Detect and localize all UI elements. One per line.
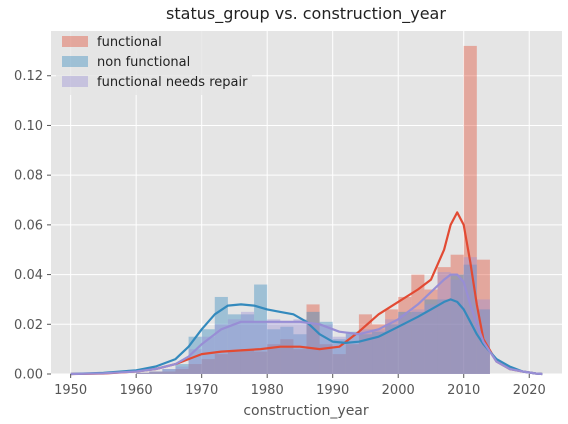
histogram-bar (136, 372, 150, 374)
x-tick-label: 2000 (382, 383, 415, 398)
histogram-bar (227, 314, 241, 374)
histogram-bar (136, 372, 150, 374)
histogram-bar (280, 326, 294, 374)
x-ticks: 1950 1960 1970 1980 1990 2000 2010 2020 (54, 374, 546, 398)
legend-label: functional needs repair (97, 75, 248, 90)
histogram-bar (240, 311, 255, 374)
histogram-bar (398, 311, 412, 374)
histogram-bar (227, 351, 241, 374)
histogram-bar (450, 254, 464, 374)
histogram-bar (254, 321, 268, 374)
y-tick-label: 0.00 (14, 368, 43, 383)
histogram-bar (149, 371, 163, 374)
y-ticks: 0.00 0.02 0.04 0.06 0.08 0.10 0.12 (14, 69, 51, 383)
histogram-bar (136, 372, 150, 374)
x-tick-label: 2010 (447, 383, 480, 398)
histogram-bar (188, 364, 202, 374)
y-tick-label: 0.02 (14, 318, 43, 333)
histogram-bar (188, 349, 202, 374)
legend-label: non functional (97, 55, 190, 70)
histogram-bar (214, 354, 228, 374)
histogram-bar (437, 299, 451, 374)
chart-title: status_group vs. construction_year (166, 4, 446, 24)
histogram-bar (149, 371, 163, 374)
histogram-bar (240, 314, 255, 374)
histogram-bar (358, 329, 373, 374)
histogram-bar (240, 349, 255, 374)
y-tick-label: 0.04 (14, 268, 43, 283)
histogram-bar (201, 359, 215, 374)
histogram-bar (293, 334, 307, 374)
histogram-bar (280, 339, 294, 374)
x-tick-label: 1950 (54, 383, 87, 398)
legend-swatch (62, 76, 88, 87)
histogram-bar (450, 279, 464, 374)
histogram-bar (214, 324, 228, 374)
y-tick-label: 0.08 (14, 169, 43, 184)
histogram-bar (267, 329, 281, 374)
histogram-bar (306, 311, 320, 374)
histogram-bar (385, 324, 399, 374)
histogram-bar (175, 369, 189, 374)
histogram-bar (267, 344, 281, 374)
histogram-bar (450, 274, 464, 374)
y-tick-label: 0.12 (14, 69, 43, 84)
histogram-bar (162, 369, 176, 374)
histogram-bar (254, 351, 268, 374)
x-tick-label: 2020 (513, 383, 546, 398)
histogram-bar (332, 354, 346, 374)
legend: functional non functional functional needs… (56, 31, 252, 95)
x-tick-label: 1980 (251, 383, 284, 398)
histogram-bar (385, 319, 399, 374)
histogram-bar (162, 369, 176, 374)
histogram-bar (149, 371, 163, 374)
histogram-bar (293, 349, 307, 374)
y-tick-label: 0.10 (14, 119, 43, 134)
histogram-bar (162, 371, 176, 374)
y-tick-label: 0.06 (14, 218, 43, 233)
histogram-bar (345, 344, 359, 374)
x-tick-label: 1960 (120, 383, 153, 398)
histogram-bar (411, 309, 425, 374)
histogram-bar (398, 314, 412, 374)
legend-box (56, 31, 252, 95)
kde-line (70, 298, 543, 376)
histogram-bar (411, 274, 425, 374)
histogram-bar (280, 321, 294, 374)
histogram-bar (424, 299, 438, 374)
kde-lines (70, 211, 543, 376)
histogram-bar (227, 319, 241, 374)
histogram-bar (437, 267, 451, 374)
x-tick-label: 1970 (185, 383, 218, 398)
histogram-bar (319, 344, 333, 374)
x-tick-label: 1990 (316, 383, 349, 398)
legend-swatch (62, 36, 88, 47)
histogram-bar (175, 364, 189, 374)
histogram-bar (345, 334, 359, 374)
x-axis-label: construction_year (243, 403, 369, 419)
legend-swatch (62, 56, 88, 67)
histogram-bar (214, 296, 228, 374)
histogram-bar (201, 336, 215, 374)
histogram-bar (424, 304, 438, 374)
histogram-bar (306, 304, 320, 374)
histogram-bar (372, 331, 386, 374)
histogram-bar (372, 329, 386, 374)
legend-label: functional (97, 35, 162, 50)
histogram-bar (437, 272, 451, 374)
bar-series (136, 45, 490, 374)
kde-line (70, 273, 543, 376)
histogram-bar (411, 311, 425, 374)
histogram-bar (358, 334, 373, 374)
histogram-bar (175, 366, 189, 374)
